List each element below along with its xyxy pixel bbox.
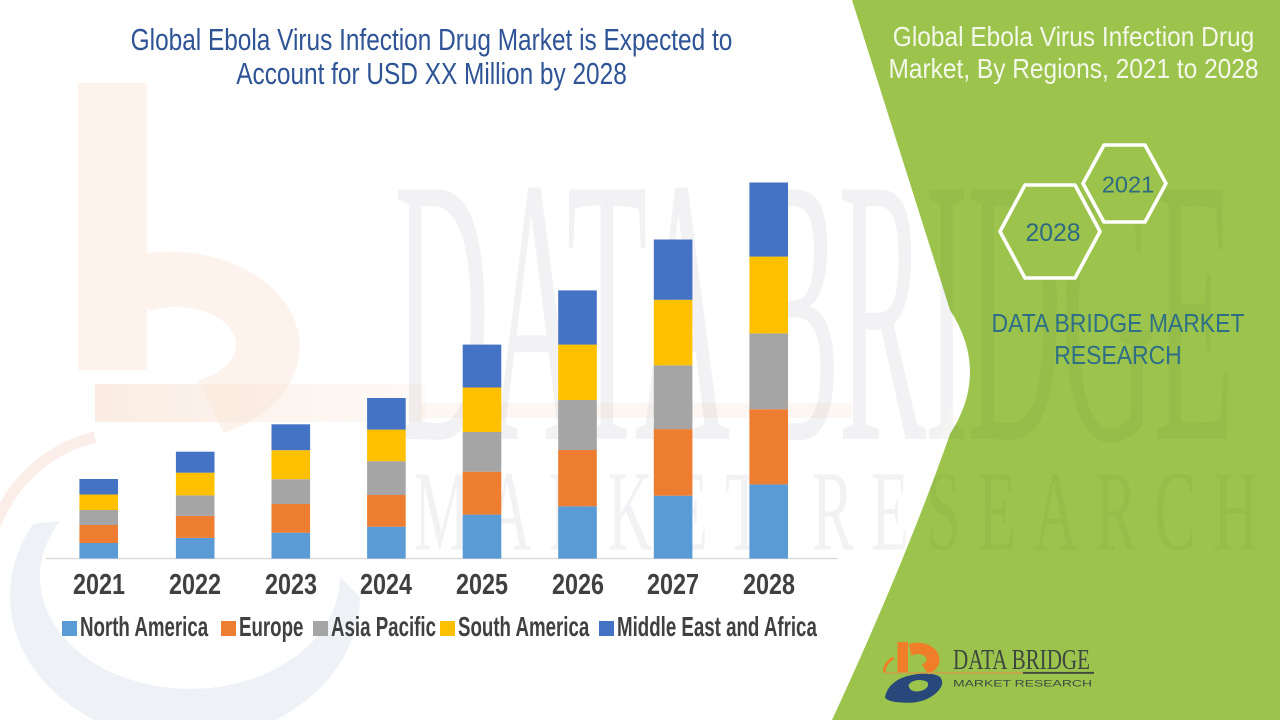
svg-text:MARKET RESEARCH: MARKET RESEARCH bbox=[953, 679, 1092, 690]
svg-text:2021: 2021 bbox=[1102, 172, 1154, 198]
svg-text:DATA BRIDGE: DATA BRIDGE bbox=[953, 645, 1090, 676]
svg-text:2028: 2028 bbox=[1026, 220, 1081, 247]
